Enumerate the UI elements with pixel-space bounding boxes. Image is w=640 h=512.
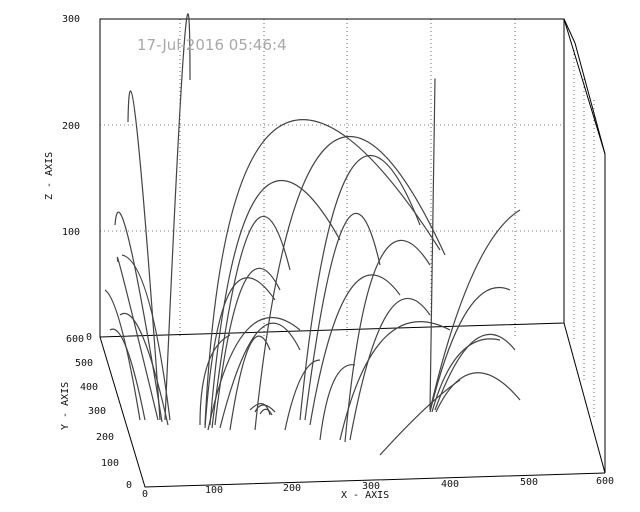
- field-line-16: [299, 154, 421, 421]
- x-tick-label: 0: [142, 489, 148, 500]
- back-wall-grid: [100, 19, 595, 420]
- field-line-21: [339, 321, 451, 441]
- field-line-27: [379, 379, 461, 456]
- y-tick-label: 300: [88, 406, 106, 417]
- field-line-12: [207, 316, 301, 431]
- field-lines: [104, 13, 521, 456]
- y-axis-label: Y - AXIS: [60, 382, 71, 430]
- field-line-5: [121, 254, 171, 421]
- field-line-4: [116, 256, 159, 421]
- field-line-9: [211, 215, 291, 429]
- field-line-24: [429, 286, 511, 413]
- field-line-8: [209, 180, 341, 426]
- z-tick-label: 300: [62, 14, 80, 25]
- x-tick-label: 100: [205, 485, 223, 496]
- field-line-1: [164, 13, 191, 421]
- y-tick-label: 100: [101, 458, 119, 469]
- field-line-15: [254, 135, 446, 431]
- field-line-10: [204, 277, 276, 429]
- field-line-20: [349, 297, 431, 441]
- field-line-26: [435, 372, 521, 413]
- field-line-17: [304, 212, 381, 421]
- x-tick-label: 200: [283, 483, 301, 494]
- field-line-19: [344, 239, 431, 443]
- z-axis-label: Z - AXIS: [44, 152, 55, 200]
- y-tick-label: 200: [96, 432, 114, 443]
- field-line-30: [249, 403, 271, 416]
- field-line-33: [199, 334, 231, 426]
- x-tick-label: 500: [520, 477, 538, 488]
- field-line-36: [434, 333, 516, 411]
- x-tick-label: 600: [596, 476, 614, 487]
- field-line-34: [104, 289, 141, 421]
- y-tick-label: 500: [75, 358, 93, 369]
- field-line-7: [204, 119, 441, 426]
- y-tick-label: 400: [80, 382, 98, 393]
- y-tick-label: 600: [66, 334, 84, 345]
- x-tick-label: 300: [362, 481, 380, 492]
- field-line-25: [431, 338, 501, 413]
- field-line-18: [309, 274, 401, 426]
- field-line-22: [429, 78, 436, 411]
- field-line-13: [219, 322, 301, 429]
- z-tick-label: 0: [86, 332, 92, 343]
- x-tick-label: 400: [441, 479, 459, 490]
- field-line-35: [109, 328, 146, 421]
- z-tick-label: 200: [62, 121, 80, 132]
- field-line-6: [119, 312, 169, 426]
- field-line-29: [284, 359, 321, 431]
- plot-frame: [99, 18, 606, 488]
- y-tick-label: 0: [126, 480, 132, 491]
- field-line-14: [229, 335, 271, 431]
- field-line-23: [429, 209, 521, 411]
- x-axis-label: X - AXIS: [341, 490, 389, 501]
- chart-title: 17-Jul-2016 05:46:4: [137, 36, 287, 54]
- field-line-28: [319, 364, 356, 441]
- z-tick-label: 100: [62, 227, 80, 238]
- field-line-32: [259, 408, 273, 416]
- field-line-31: [254, 404, 276, 413]
- field-line-11: [214, 267, 281, 426]
